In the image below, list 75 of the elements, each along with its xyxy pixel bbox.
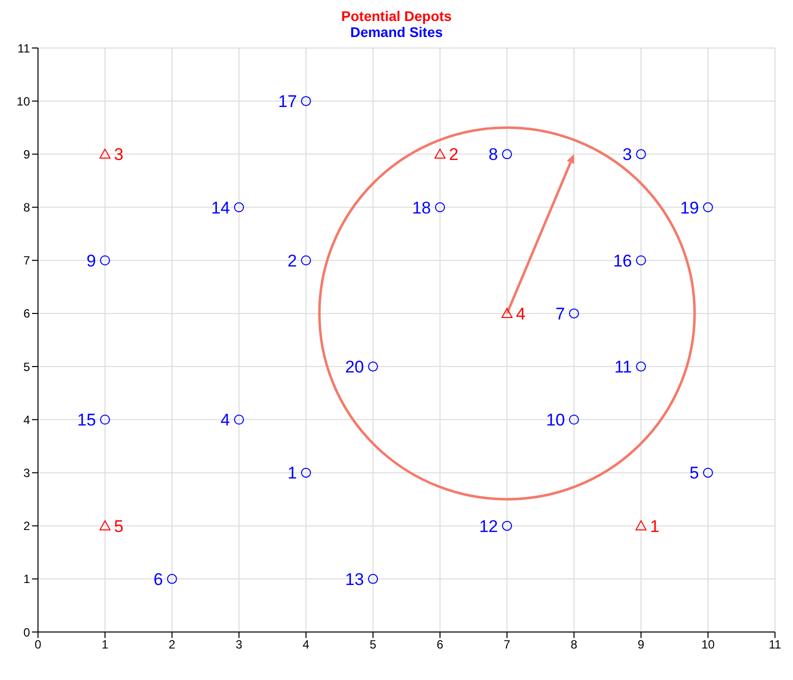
y-tick-label: 8 <box>23 200 30 215</box>
y-tick-label: 6 <box>23 306 30 321</box>
point <box>636 149 646 160</box>
y-tick-label: 10 <box>16 94 30 108</box>
y-tick-label: 11 <box>18 41 30 56</box>
chart-title: Potential Depots <box>340 8 453 24</box>
point <box>368 574 378 584</box>
x-tick-label: 9 <box>638 638 645 652</box>
x-tick-label: 7 <box>504 638 511 652</box>
point <box>636 255 646 266</box>
annotation: 16 <box>613 251 632 270</box>
x-tick-label: 5 <box>370 638 377 652</box>
y-tick-label: 3 <box>23 466 30 480</box>
y-tick-label: 2 <box>23 519 30 534</box>
annotation: 3 <box>622 145 632 164</box>
x-tick-label: 1 <box>102 638 109 652</box>
y-tick-label: 4 <box>23 412 30 427</box>
point <box>100 520 110 530</box>
x-tick-label: 11 <box>768 638 782 652</box>
annotation: 3 <box>114 145 124 164</box>
annotation: 9 <box>86 251 96 270</box>
annotation: 14 <box>211 198 230 218</box>
annotation: 10 <box>546 410 565 430</box>
y-tick-label: 0 <box>23 625 30 640</box>
annotation: 11 <box>614 358 632 377</box>
annotation: 2 <box>449 145 458 164</box>
y-tick-label: 9 <box>23 147 30 162</box>
annotation: 2 <box>288 251 297 270</box>
point <box>301 255 311 266</box>
point <box>435 202 445 212</box>
point <box>167 574 177 584</box>
x-tick-label: 2 <box>168 638 176 652</box>
point <box>636 362 646 372</box>
annotation: 18 <box>412 198 431 218</box>
x-tick-label: 4 <box>302 638 310 652</box>
annotation: 13 <box>345 570 364 589</box>
y-tick-label: 1 <box>23 572 30 586</box>
point <box>301 96 311 106</box>
point <box>301 468 311 478</box>
annotation: 4 <box>220 410 230 430</box>
point <box>636 520 646 530</box>
point <box>703 202 713 212</box>
point <box>569 308 579 318</box>
point <box>234 414 244 425</box>
point <box>434 148 446 159</box>
point <box>368 362 378 372</box>
x-tick-label: 0 <box>34 638 42 652</box>
chart-subtitle: Demand Sites <box>349 24 444 40</box>
annotation: 5 <box>114 516 124 536</box>
y-tick-label: 7 <box>23 254 30 268</box>
point <box>502 149 512 160</box>
point <box>502 520 512 531</box>
x-tick-label: 3 <box>236 638 243 652</box>
annotation: 19 <box>680 198 699 218</box>
annotation: 17 <box>278 92 297 112</box>
point <box>100 414 110 425</box>
annotation: 5 <box>690 464 699 483</box>
x-tick-label: 10 <box>701 638 715 652</box>
annotation: 20 <box>345 358 364 377</box>
point <box>703 468 713 478</box>
point <box>234 202 244 212</box>
y-tick-label: 5 <box>23 360 30 374</box>
annotation: 7 <box>556 304 565 324</box>
x-tick-label: 8 <box>570 638 578 652</box>
point <box>100 148 110 159</box>
annotation: 12 <box>479 516 498 536</box>
x-tick-label: 6 <box>436 638 444 652</box>
annotation: 6 <box>154 570 163 589</box>
annotation: 1 <box>650 516 660 536</box>
point <box>569 414 579 425</box>
point <box>100 255 110 266</box>
annotation: 15 <box>77 410 96 430</box>
annotation: 4 <box>516 304 526 324</box>
annotation: 8 <box>488 145 498 164</box>
annotation: 1 <box>288 464 297 483</box>
